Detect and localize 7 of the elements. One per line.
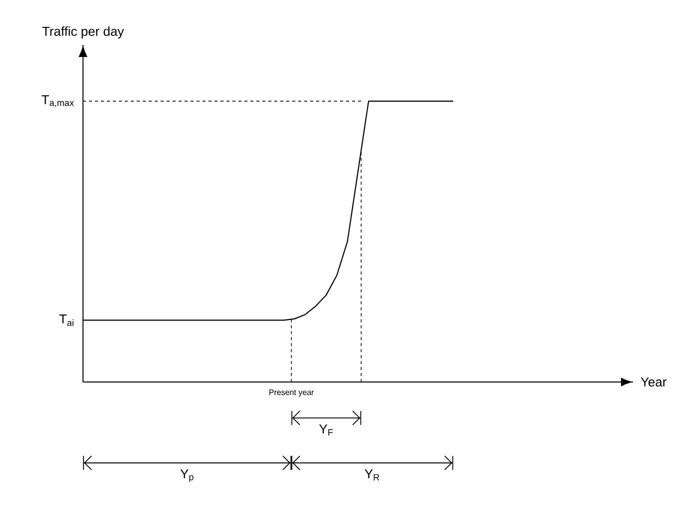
text: Y$_{p}$ xyxy=(180,469,194,482)
ref-line-label: T$_{a,max}$ xyxy=(42,95,74,108)
text: Year xyxy=(640,377,666,387)
text: Y$_{R}$ xyxy=(364,469,380,480)
y-axis-title: Traffic per day xyxy=(42,26,124,38)
text: Y$_{F}$ xyxy=(319,424,333,436)
text: T$_{ai}$ xyxy=(59,314,74,326)
